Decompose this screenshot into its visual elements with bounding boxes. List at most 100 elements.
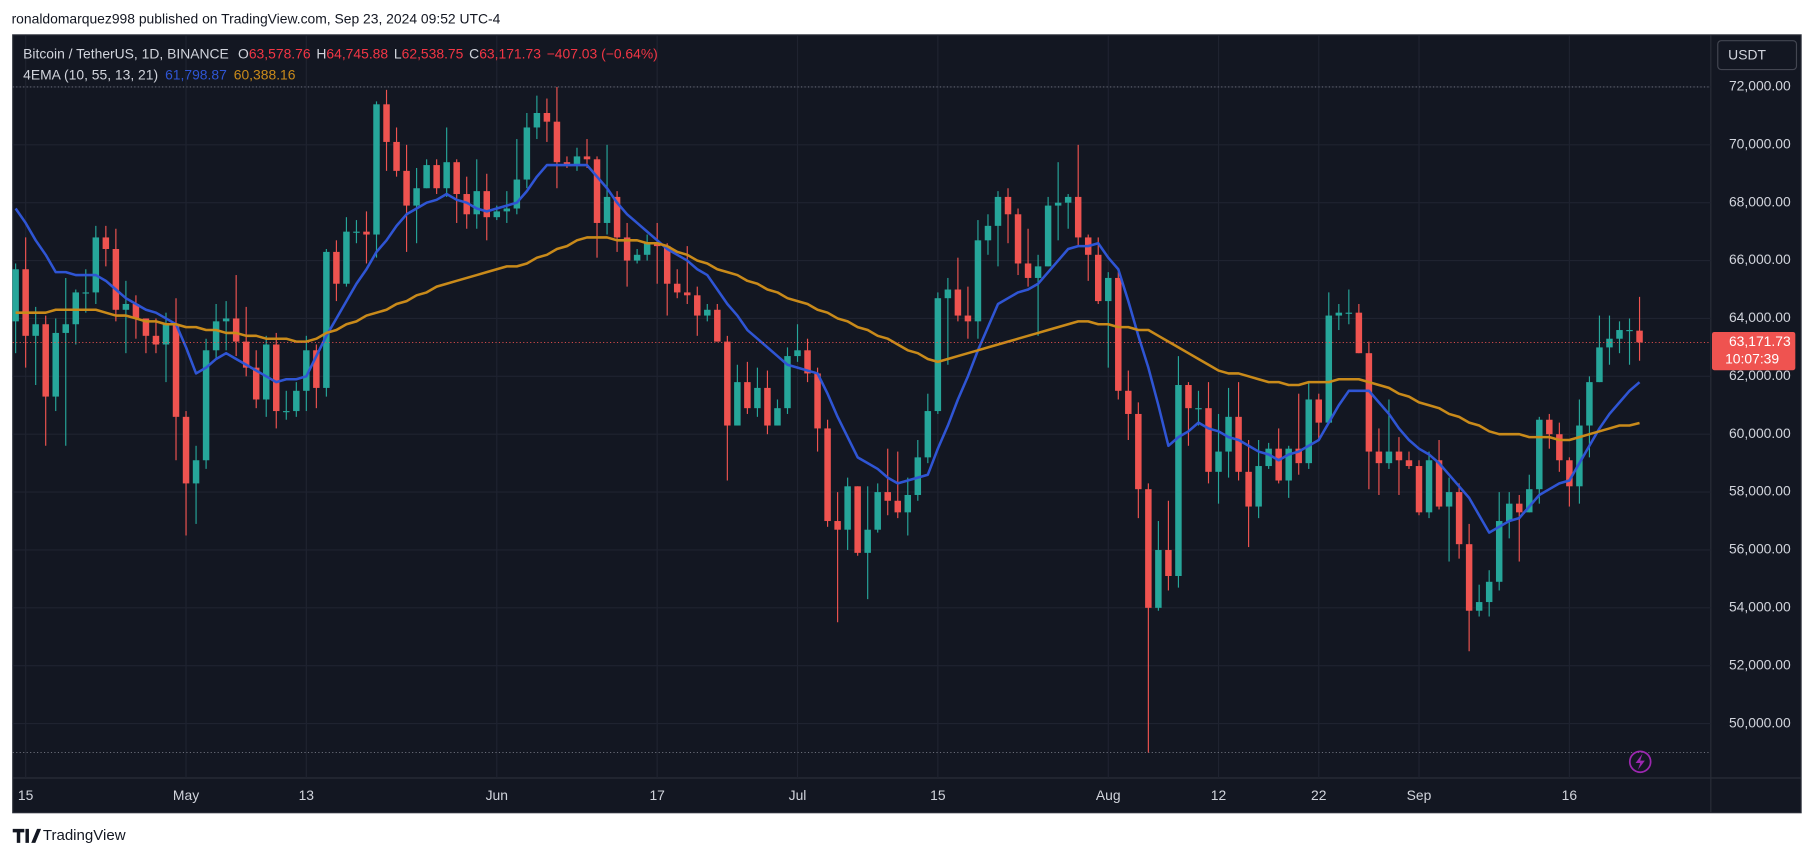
- candle-body: [1335, 312, 1343, 316]
- candle-body: [1125, 390, 1132, 414]
- x-tick-label: Aug: [1096, 787, 1121, 803]
- candle-body: [1556, 434, 1563, 461]
- candle-body: [1205, 408, 1212, 472]
- candle-body: [82, 292, 90, 294]
- candle-body: [673, 283, 681, 293]
- candle-body: [12, 269, 19, 322]
- indicator-legend: 4EMA (10, 55, 13, 21) 61,798.87 60,388.16: [23, 66, 296, 82]
- candle-body: [363, 231, 370, 235]
- currency-button[interactable]: [1717, 40, 1798, 71]
- candle-body: [1405, 460, 1413, 467]
- candle-body: [844, 486, 851, 530]
- candle-body: [834, 521, 841, 530]
- candle-body: [162, 324, 170, 345]
- x-tick-label: 16: [1562, 787, 1578, 803]
- candle-body: [393, 141, 400, 171]
- candle-body: [694, 295, 701, 316]
- ohlc-value: 62,538.75: [402, 45, 464, 61]
- x-tick-label: Sep: [1407, 787, 1432, 803]
- plot: [12, 86, 1711, 753]
- candle-body: [1375, 451, 1383, 464]
- alert-icon[interactable]: [1628, 750, 1652, 774]
- candle-body: [1034, 266, 1042, 278]
- y-tick-label: 72,000.00: [1729, 78, 1791, 94]
- candle-body: [894, 500, 901, 513]
- candle-body: [984, 225, 992, 241]
- ohlc-key: C: [469, 45, 479, 61]
- x-tick-label: 15: [930, 787, 946, 803]
- indicator-value: 61,798.87: [165, 66, 227, 82]
- candle-body: [112, 249, 120, 310]
- candle-body: [1425, 460, 1433, 513]
- candle-body: [1586, 382, 1593, 426]
- indicator-value: 60,388.16: [234, 66, 296, 82]
- symbol: Bitcoin / TetherUS, 1D, BINANCE: [23, 45, 229, 61]
- x-tick-label: 12: [1211, 787, 1227, 803]
- candle-body: [523, 127, 531, 180]
- candle-body: [1526, 489, 1533, 513]
- candle-body: [944, 289, 952, 299]
- candle-body: [994, 196, 1002, 226]
- candle-body: [1546, 419, 1553, 435]
- candle-body: [954, 289, 962, 316]
- candle-body: [603, 196, 611, 223]
- candle-body: [1004, 196, 1012, 215]
- candle-body: [1516, 503, 1523, 513]
- candle-body: [72, 292, 80, 325]
- candle-body: [924, 411, 932, 458]
- candle-body: [1215, 451, 1222, 472]
- candle-body: [1135, 413, 1142, 490]
- candle-body: [333, 251, 340, 284]
- indicator-name: 4EMA (10, 55, 13, 21): [23, 66, 158, 82]
- candle-body: [874, 492, 881, 530]
- candle-body: [814, 373, 821, 429]
- brand: TradingView: [43, 827, 126, 844]
- candle-body: [1576, 425, 1583, 487]
- candle-body: [573, 156, 581, 166]
- candle-body: [934, 298, 942, 412]
- candle-body: [1185, 385, 1192, 409]
- y-tick-label: 70,000.00: [1729, 135, 1791, 151]
- candle-body: [1305, 399, 1312, 464]
- candle-body: [623, 237, 631, 261]
- candle-body: [1285, 448, 1292, 481]
- candle-body: [122, 303, 130, 310]
- candle-body: [563, 162, 571, 166]
- candle-body: [663, 246, 671, 284]
- candle-body: [613, 196, 621, 238]
- candle-body: [764, 387, 771, 426]
- candle-body: [353, 231, 360, 233]
- ohlc-value: 64,745.88: [326, 45, 388, 61]
- candle-body: [1365, 353, 1373, 452]
- candle-body: [1626, 330, 1633, 332]
- ohlc-key: H: [316, 45, 326, 61]
- candle-body: [804, 350, 811, 374]
- y-tick-label: 54,000.00: [1729, 599, 1791, 615]
- change: −407.03 (−0.64%): [547, 45, 658, 61]
- candle-body: [1566, 460, 1573, 487]
- candle-body: [313, 350, 320, 388]
- candle-body: [32, 324, 39, 336]
- candle-body: [323, 251, 330, 388]
- publisher-line: ronaldomarquez998 published on TradingVi…: [12, 10, 501, 26]
- candle-body: [1536, 419, 1543, 490]
- x-tick-label: 15: [18, 787, 34, 803]
- candle-body: [1295, 448, 1302, 464]
- candle-body: [473, 191, 480, 215]
- candle-body: [1225, 416, 1232, 452]
- candle-body: [52, 332, 59, 397]
- candle-body: [343, 231, 350, 284]
- candle-body: [553, 121, 561, 163]
- candle-body: [1105, 277, 1112, 302]
- candle-body: [593, 159, 601, 223]
- candle-body: [1024, 263, 1032, 278]
- currency[interactable]: USDT: [1728, 46, 1766, 62]
- candle-body: [744, 382, 751, 409]
- candle-body: [152, 335, 160, 345]
- alert-bolt: [1635, 753, 1645, 770]
- candle-body: [132, 303, 140, 319]
- candle-body: [262, 344, 270, 400]
- candle-body: [42, 324, 49, 397]
- candle-body: [212, 321, 220, 351]
